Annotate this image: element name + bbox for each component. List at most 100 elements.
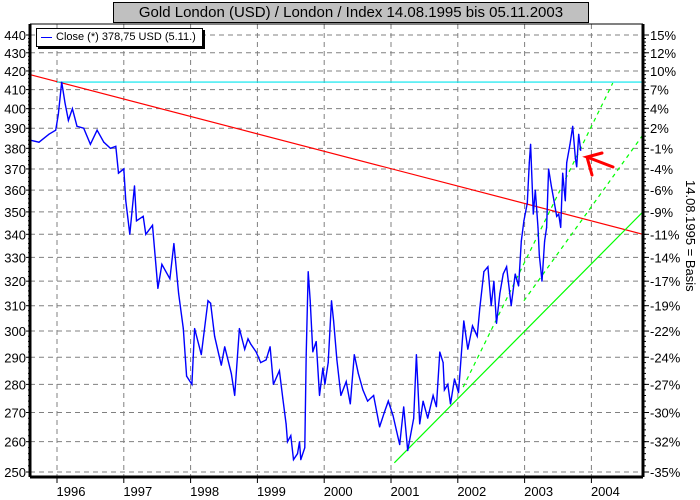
data-point: [133, 185, 136, 187]
data-point: [336, 359, 338, 361]
data-point: [247, 338, 249, 340]
axes: [26, 23, 649, 483]
data-point: [580, 149, 582, 151]
data-point: [413, 417, 415, 419]
y2-axis-title: 14.08.1995 = Basis: [683, 180, 698, 292]
data-point: [578, 133, 580, 135]
y2-tick-label: -14%: [650, 250, 681, 265]
y2-tick-label: -19%: [650, 299, 681, 314]
data-point: [487, 266, 489, 268]
data-point: [312, 351, 314, 353]
data-point: [453, 378, 456, 380]
data-point: [64, 102, 66, 104]
data-point: [157, 287, 159, 290]
data-point: [182, 327, 184, 330]
resistance-line: [30, 74, 643, 235]
close-price-line: [30, 81, 582, 462]
x-tick-label: 1996: [57, 484, 86, 499]
data-point: [173, 242, 175, 245]
data-point: [550, 185, 552, 187]
data-point: [546, 226, 548, 229]
data-point: [435, 406, 438, 408]
data-point: [115, 145, 117, 147]
x-tick-label: 1999: [257, 484, 286, 499]
data-point: [499, 292, 501, 294]
y-tick-label: 410: [4, 83, 26, 98]
data-point: [553, 200, 555, 202]
data-point: [282, 397, 284, 399]
data-point: [286, 441, 289, 443]
data-point: [210, 302, 212, 304]
data-point: [345, 381, 347, 383]
data-point: [447, 383, 449, 385]
data-point: [318, 394, 321, 397]
data-point: [442, 362, 444, 364]
data-point: [558, 213, 560, 215]
data-point: [244, 348, 246, 350]
data-point: [340, 394, 342, 397]
y-tick-label: 300: [4, 324, 26, 339]
data-point: [566, 162, 568, 164]
data-point: [290, 435, 292, 437]
y2-tick-label: 12%: [650, 46, 676, 61]
y-tick-label: 260: [4, 435, 26, 450]
red-arrow-annotation: [582, 151, 615, 177]
data-point: [191, 383, 193, 385]
data-point: [177, 292, 180, 294]
data-point: [57, 113, 59, 116]
legend-swatch: [41, 36, 52, 38]
data-point: [260, 362, 262, 364]
y2-tick-label: -1%: [650, 141, 674, 156]
y2-tick-label: 10%: [650, 64, 676, 79]
data-point: [569, 143, 571, 145]
data-point: [471, 325, 474, 327]
data-point: [449, 403, 452, 405]
support-line-dashed-2: [523, 134, 644, 302]
data-point: [439, 351, 441, 353]
data-point: [129, 233, 131, 235]
data-point: [457, 392, 460, 394]
y2-tick-label: -6%: [650, 183, 674, 198]
data-point: [514, 273, 516, 275]
x-tick-label: 2003: [524, 484, 553, 499]
data-point: [479, 307, 481, 309]
data-point: [292, 459, 295, 461]
y-tick-label: 420: [4, 64, 26, 79]
data-point: [200, 353, 202, 356]
y-tick-label: 390: [4, 121, 26, 136]
data-point: [379, 426, 381, 428]
y-tick-label: 330: [4, 250, 26, 265]
data-point: [517, 285, 520, 287]
data-point: [48, 133, 50, 135]
data-point: [532, 213, 534, 215]
y2-tick-label: 2%: [650, 121, 669, 136]
y-tick-label: 440: [4, 28, 26, 43]
y2-tick-label: -30%: [650, 405, 681, 420]
data-point: [230, 372, 232, 375]
chart-title: Gold London (USD) / London / Index 14.08…: [113, 2, 589, 23]
data-point: [562, 172, 564, 174]
data-point: [117, 172, 120, 174]
y2-tick-label: -32%: [650, 435, 681, 450]
legend: Close (*) 378,75 USD (5.11.): [36, 28, 203, 47]
x-tick-label: 2004: [591, 484, 620, 499]
data-point: [432, 394, 434, 397]
data-point: [490, 305, 492, 307]
data-point: [362, 389, 364, 391]
data-point: [238, 327, 240, 330]
data-point: [403, 406, 405, 408]
data-point: [278, 370, 281, 372]
y2-tick-label: 15%: [650, 28, 676, 43]
data-point: [530, 143, 532, 145]
data-point: [296, 453, 299, 455]
data-point: [556, 215, 558, 217]
data-point: [300, 459, 302, 461]
support-line: [393, 211, 644, 464]
data-point: [367, 400, 369, 402]
data-point: [574, 157, 576, 160]
data-point: [493, 280, 495, 282]
data-point: [38, 141, 40, 143]
y-tick-label: 280: [4, 377, 26, 392]
data-point: [305, 353, 307, 356]
data-point: [309, 300, 311, 302]
